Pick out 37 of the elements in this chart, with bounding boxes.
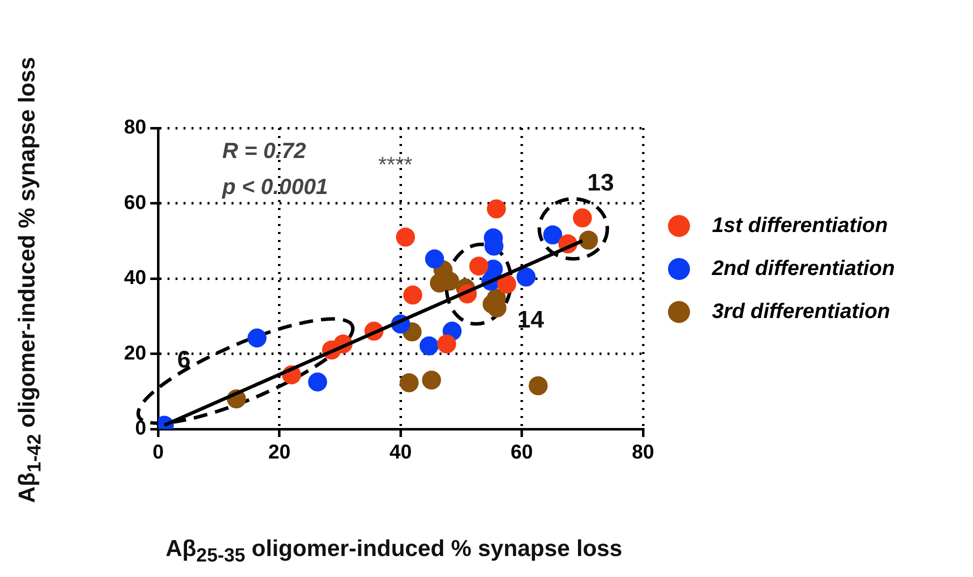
point	[420, 336, 439, 356]
point	[543, 225, 562, 244]
y-tick-label: 80	[124, 116, 146, 139]
point	[486, 199, 506, 218]
point	[497, 274, 516, 294]
point	[422, 370, 442, 390]
legend-label: 1st differentiation	[712, 214, 888, 238]
annotation: ****	[378, 152, 413, 178]
y-tick-label: 20	[124, 342, 146, 364]
annotation: 13	[587, 170, 614, 197]
annotation: 6	[177, 346, 191, 374]
y-tick-label: 40	[124, 267, 146, 290]
x-axis-title: Aβ$_{25-35}$ oligomer-induced % synapse loss	[164, 535, 624, 568]
point	[469, 256, 488, 276]
x-tick-label: 40	[390, 442, 412, 464]
point	[400, 373, 419, 392]
point	[578, 230, 598, 250]
x-tick-label: 80	[632, 442, 654, 464]
annotation: R = 0.72	[222, 138, 307, 164]
x-tick-label: 0	[152, 442, 164, 464]
point	[528, 376, 548, 396]
point	[248, 328, 267, 348]
x-tick-label: 60	[510, 442, 533, 464]
y-tick-label: 60	[124, 192, 146, 214]
point	[572, 208, 592, 228]
point	[403, 286, 422, 305]
annotation: 14	[517, 306, 545, 334]
point	[516, 267, 536, 286]
legend-label: 3rd differentiation	[712, 300, 890, 324]
annotation: p < 0.0001	[221, 174, 328, 200]
x-tick-label: 20	[268, 442, 291, 464]
legend-label: 2nd differentiation	[712, 256, 895, 280]
point	[396, 228, 415, 247]
y-tick-label: 0	[135, 418, 146, 440]
point	[437, 334, 456, 354]
point	[308, 372, 328, 392]
point	[425, 249, 444, 268]
